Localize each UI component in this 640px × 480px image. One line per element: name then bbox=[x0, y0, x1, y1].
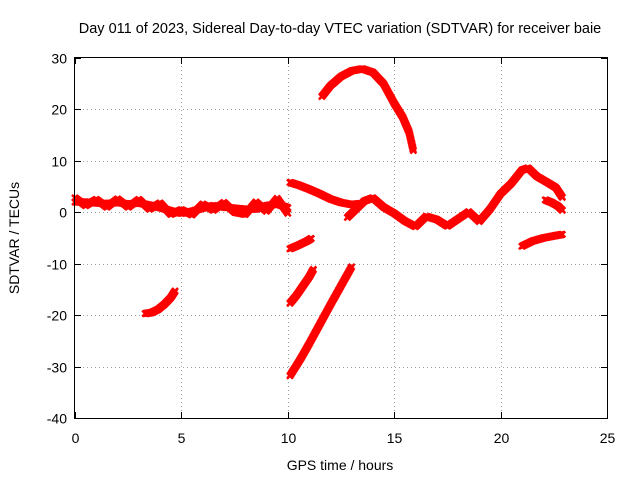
y-tick-label: -40 bbox=[47, 411, 67, 427]
x-tick-label: 0 bbox=[72, 430, 80, 446]
y-tick-label: -10 bbox=[47, 257, 67, 273]
series-short-seg-b bbox=[286, 234, 316, 253]
y-tick-label: 0 bbox=[59, 205, 67, 221]
x-axis-label: GPS time / hours bbox=[287, 457, 394, 473]
axis-ticks bbox=[75, 58, 608, 419]
series-arc-peak bbox=[317, 64, 418, 155]
series-early-dip bbox=[141, 287, 179, 318]
data-point bbox=[558, 193, 567, 202]
y-tick-label: -20 bbox=[47, 308, 67, 324]
series-late-branch bbox=[541, 196, 567, 215]
data-point bbox=[309, 265, 318, 274]
series-post10-decline bbox=[286, 178, 365, 209]
y-tick-label: 20 bbox=[51, 102, 67, 118]
data-point bbox=[171, 287, 179, 295]
y-tick-label: 30 bbox=[51, 51, 67, 67]
data-point bbox=[283, 209, 292, 218]
x-tick-label: 25 bbox=[600, 430, 616, 446]
data-point bbox=[347, 262, 356, 271]
series-mid-band bbox=[343, 164, 567, 231]
plot-frame bbox=[74, 57, 608, 419]
x-tick-label: 15 bbox=[387, 430, 403, 446]
data-points bbox=[71, 64, 567, 380]
y-tick-label: 10 bbox=[51, 154, 67, 170]
series-main-band-spread bbox=[71, 194, 292, 219]
data-point bbox=[558, 206, 567, 215]
x-tick-labels: 0 5 10 15 20 25 bbox=[72, 430, 616, 446]
chart-title: Day 011 of 2023, Sidereal Day-to-day VTE… bbox=[79, 21, 602, 37]
data-point bbox=[409, 146, 418, 155]
series-short-seg-a bbox=[286, 265, 318, 308]
x-tick-label: 20 bbox=[494, 430, 510, 446]
grid bbox=[75, 58, 607, 418]
data-point bbox=[558, 230, 567, 239]
y-tick-labels: -40 -30 -20 -10 0 10 20 30 bbox=[47, 51, 67, 427]
series-late-low bbox=[518, 230, 567, 251]
y-tick-label: -30 bbox=[47, 360, 67, 376]
data-point bbox=[307, 234, 316, 243]
x-tick-label: 5 bbox=[178, 430, 186, 446]
y-axis-label: SDTVAR / TECUs bbox=[6, 182, 22, 294]
series-low-diagonal bbox=[286, 262, 356, 380]
x-tick-label: 10 bbox=[281, 430, 297, 446]
